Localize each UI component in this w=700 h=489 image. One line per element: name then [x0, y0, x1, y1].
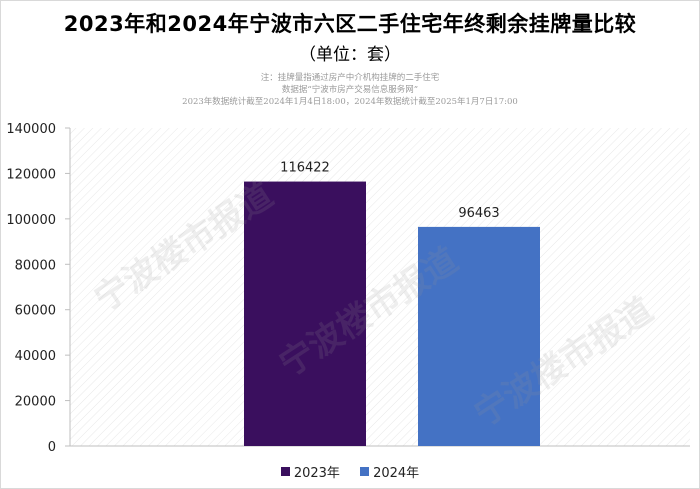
chart-note-1: 注：挂牌量指通过房产中介机构挂牌的二手住宅: [260, 73, 440, 83]
chart-unit: （单位：套）: [299, 45, 401, 65]
chart-legend: 2023年 2024年: [0, 462, 700, 481]
y-tick-label: 80000: [15, 258, 56, 273]
legend-label-2023: 2023年: [293, 466, 340, 481]
y-tick-label: 60000: [15, 304, 56, 319]
y-tick-label: 40000: [15, 349, 56, 364]
y-tick-label: 100000: [6, 213, 56, 228]
chart-title: 2023年和2024年宁波市六区二手住宅年终剩余挂牌量比较: [63, 12, 637, 36]
legend-item-2024: 2024年: [360, 462, 419, 481]
data-label-2024: 96463: [458, 206, 499, 221]
plot-area-background: [70, 128, 690, 446]
y-tick-label: 0: [48, 440, 56, 455]
y-tick-label: 120000: [6, 167, 56, 182]
bar-2024: [418, 226, 540, 446]
legend-swatch-2024: [360, 467, 370, 476]
legend-swatch-2023: [280, 467, 290, 476]
legend-item-2023: 2023年: [280, 462, 340, 481]
legend-label-2024: 2024年: [373, 466, 420, 481]
data-label-2023: 116422: [280, 161, 330, 176]
y-tick-label: 140000: [6, 122, 56, 137]
y-tick-label: 20000: [15, 395, 56, 410]
bar-2023: [244, 181, 366, 447]
chart-note-2: 数据据“宁波市房产交易信息服务网”: [281, 85, 419, 95]
chart-note-3: 2023年数据统计截至2024年1月4日18:00，2024年数据统计截至202…: [182, 97, 518, 107]
